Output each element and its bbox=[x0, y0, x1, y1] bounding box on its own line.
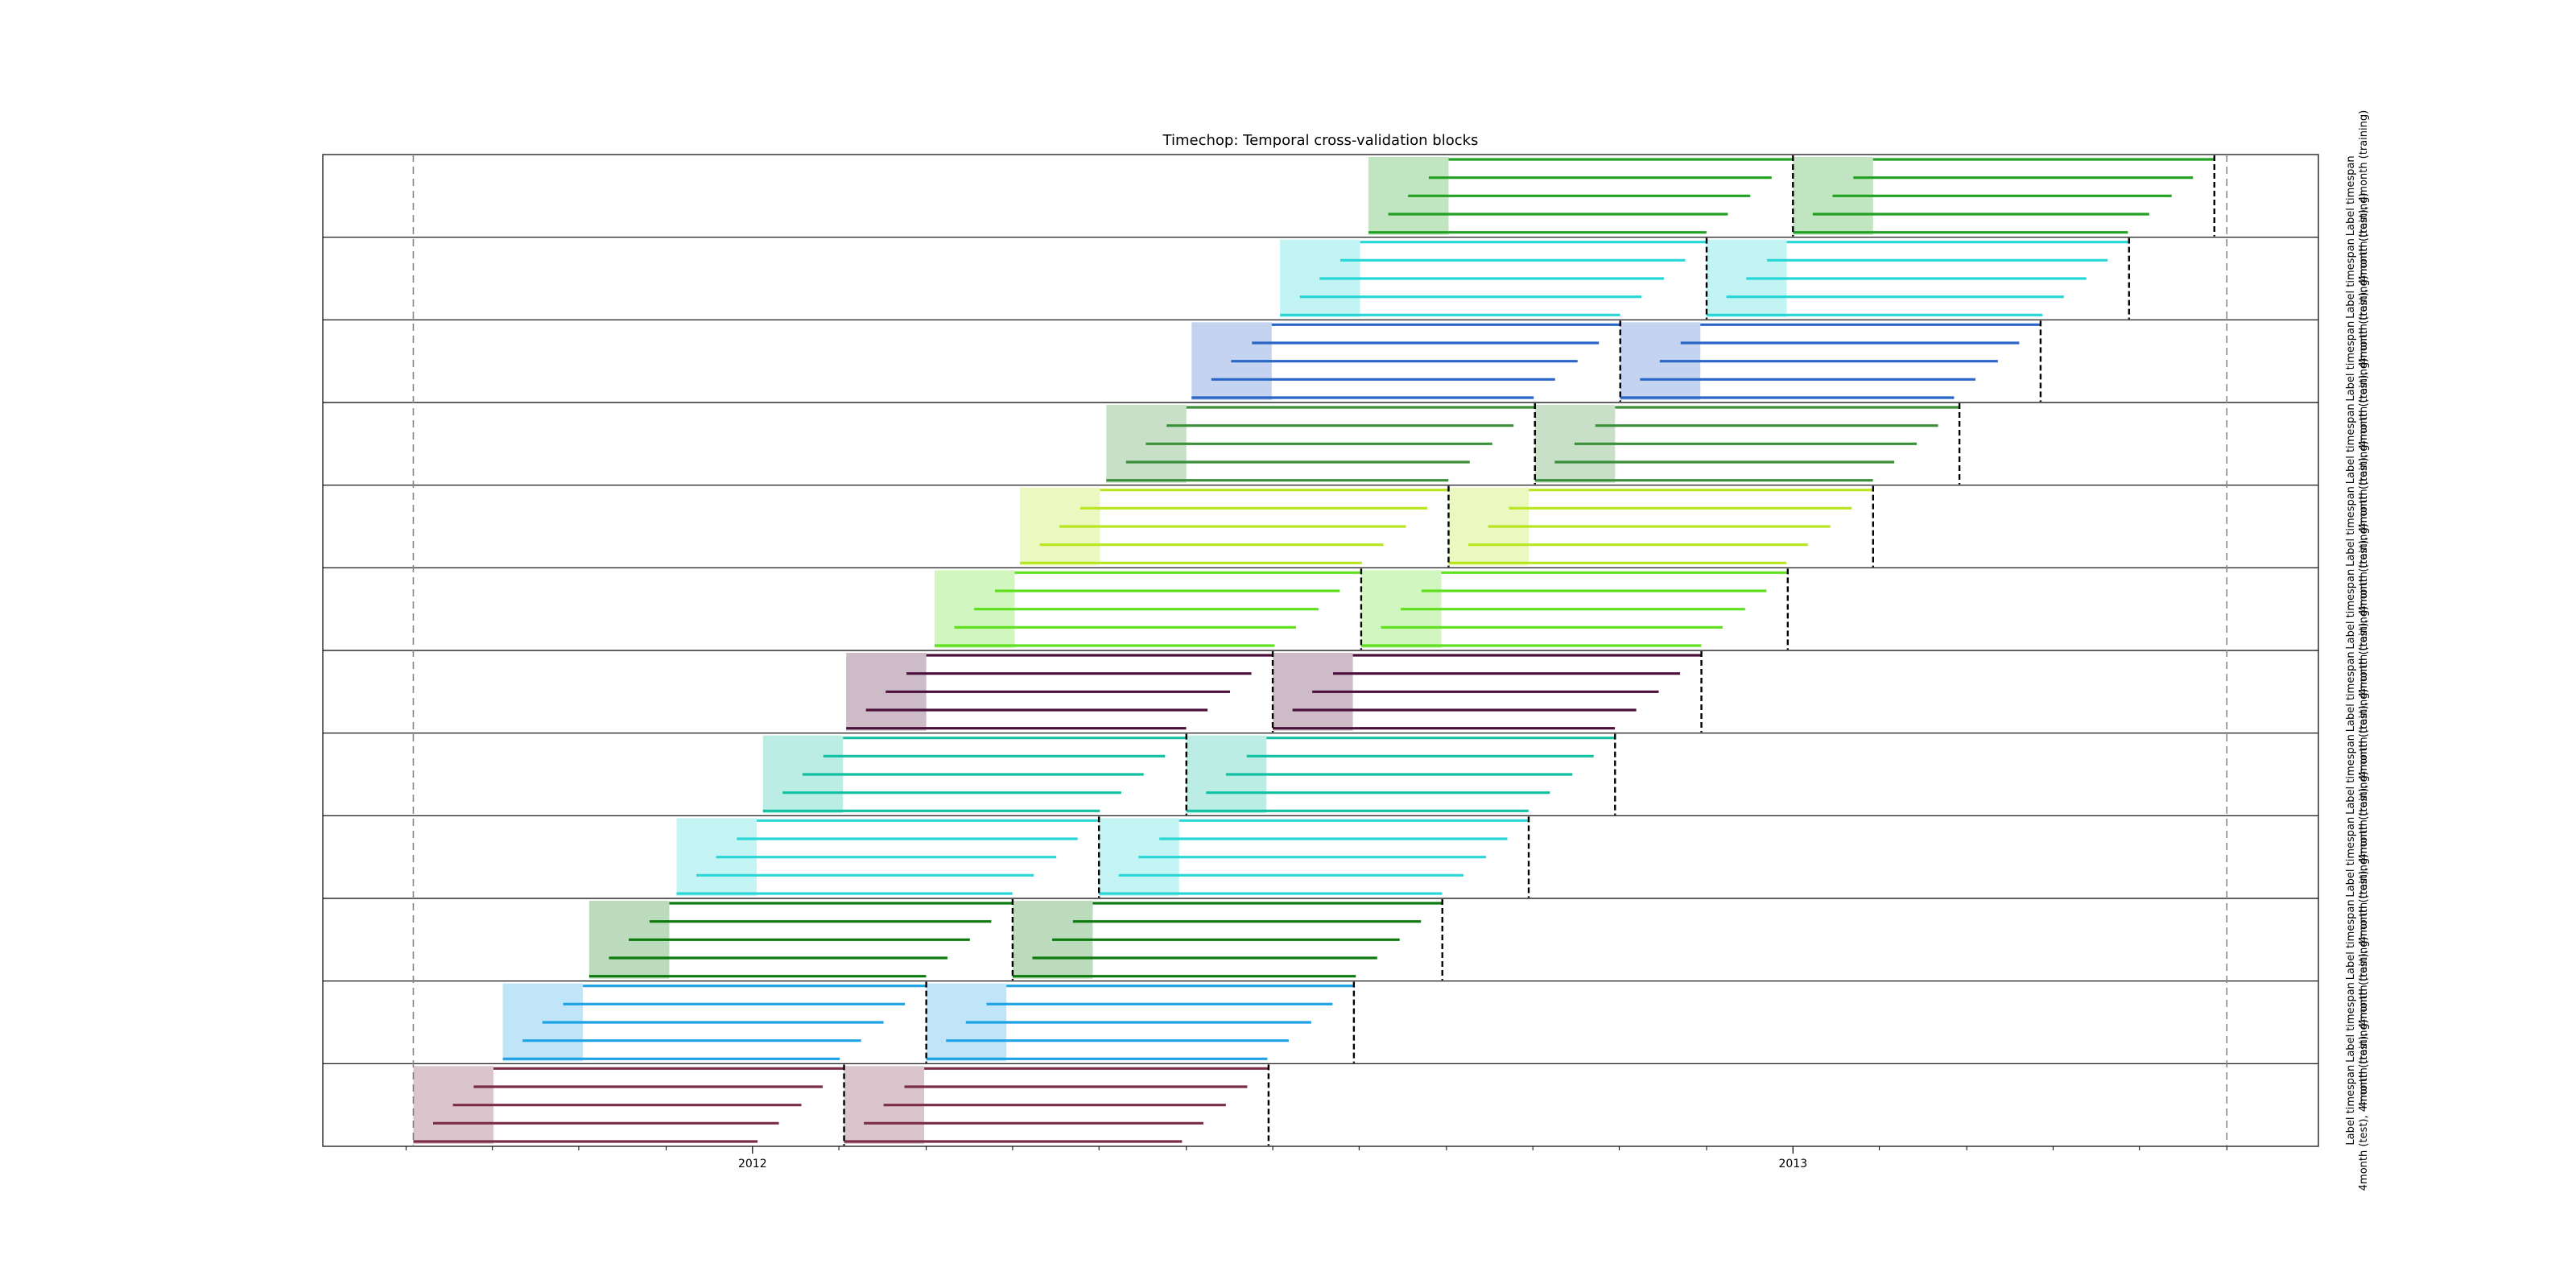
chart-title: Timechop: Temporal cross-validation bloc… bbox=[1162, 132, 1479, 149]
row-side-label-line: 4month (test), 4month (training) bbox=[2358, 688, 2370, 860]
row-side-label: Label timespan4month (test), 4month (tra… bbox=[2345, 275, 2370, 447]
row-side-label-line: Label timespan bbox=[2345, 569, 2357, 650]
cv-block: Label timespan4month (test), 4month (tra… bbox=[846, 606, 2370, 778]
row-side-label-line: Label timespan bbox=[2345, 403, 2357, 484]
cv-block: Label timespan4month (test), 4month (tra… bbox=[588, 854, 2370, 1026]
row-side-label-line: Label timespan bbox=[2345, 817, 2357, 898]
cv-block: Label timespan4month (test), 4month (tra… bbox=[1191, 275, 2370, 447]
row-side-label: Label timespan4month (test), 4month (tra… bbox=[2345, 606, 2370, 778]
row-side-label-line: Label timespan bbox=[2345, 486, 2357, 567]
row-side-label-line: Label timespan bbox=[2345, 982, 2357, 1063]
row-side-label-line: 4month (test), 4month (training) bbox=[2358, 606, 2370, 778]
row-side-label-line: 4month (test), 4month (training) bbox=[2358, 936, 2370, 1108]
cv-block: Label timespan4month (test), 4month (tra… bbox=[502, 936, 2370, 1108]
row-side-label: Label timespan4month (test), 4month (tra… bbox=[2345, 1019, 2370, 1191]
row-side-label: Label timespan4month (test), 4month (tra… bbox=[2345, 192, 2370, 364]
cv-block: Label timespan4month (test), 4month (tra… bbox=[1280, 192, 2370, 365]
row-side-label-line: 4month (test), 4month (training) bbox=[2358, 440, 2370, 612]
row-side-label-line: Label timespan bbox=[2345, 734, 2357, 815]
x-tick-label: 2012 bbox=[738, 1158, 767, 1170]
row-side-label-line: 4month (test), 4month (training) bbox=[2358, 1019, 2370, 1191]
row-side-label: Label timespan4month (test), 4month (tra… bbox=[2345, 688, 2370, 860]
row-side-label-line: Label timespan bbox=[2345, 321, 2357, 402]
row-side-label-line: Label timespan bbox=[2345, 1065, 2357, 1146]
row-side-label: Label timespan4month (test), 4month (tra… bbox=[2345, 936, 2370, 1108]
cv-block: Label timespan4month (test), 4month (tra… bbox=[762, 688, 2370, 861]
row-side-label-line: 4month (test), 4month (training) bbox=[2358, 110, 2370, 282]
row-side-label: Label timespan4month (test), 4month (tra… bbox=[2345, 110, 2370, 282]
plot-area: Label timespan4month (test), 4month (tra… bbox=[322, 110, 2370, 1191]
row-side-label-line: Label timespan bbox=[2345, 155, 2357, 236]
row-side-label-line: 4month (test), 4month (training) bbox=[2358, 523, 2370, 695]
row-side-label-line: 4month (test), 4month (training) bbox=[2358, 771, 2370, 943]
row-side-label-line: Label timespan bbox=[2345, 238, 2357, 319]
row-side-label: Label timespan4month (test), 4month (tra… bbox=[2345, 440, 2370, 612]
cv-block: Label timespan4month (test), 4month (tra… bbox=[1019, 440, 2370, 613]
cv-block: Label timespan4month (test), 4month (tra… bbox=[1368, 110, 2370, 282]
row-side-label: Label timespan4month (test), 4month (tra… bbox=[2345, 523, 2370, 695]
row-side-label-line: 4month (test), 4month (training) bbox=[2358, 192, 2370, 364]
row-side-label-line: 4month (test), 4month (training) bbox=[2358, 358, 2370, 530]
row-side-label-line: Label timespan bbox=[2345, 651, 2357, 732]
cv-block: Label timespan4month (test), 4month (tra… bbox=[1106, 358, 2370, 530]
row-side-label-line: 4month (test), 4month (training) bbox=[2358, 854, 2370, 1026]
row-side-label-line: Label timespan bbox=[2345, 899, 2357, 980]
x-tick-label: 2013 bbox=[1778, 1158, 1807, 1170]
row-side-label-line: 4month (test), 4month (training) bbox=[2358, 275, 2370, 447]
row-side-label: Label timespan4month (test), 4month (tra… bbox=[2345, 358, 2370, 530]
cv-block: Label timespan4month (test), 4month (tra… bbox=[934, 523, 2370, 695]
cv-block: Label timespan4month (test), 4month (tra… bbox=[413, 1019, 2370, 1191]
row-side-label: Label timespan4month (test), 4month (tra… bbox=[2345, 771, 2370, 943]
row-side-label: Label timespan4month (test), 4month (tra… bbox=[2345, 854, 2370, 1026]
cv-block: Label timespan4month (test), 4month (tra… bbox=[676, 771, 2370, 943]
